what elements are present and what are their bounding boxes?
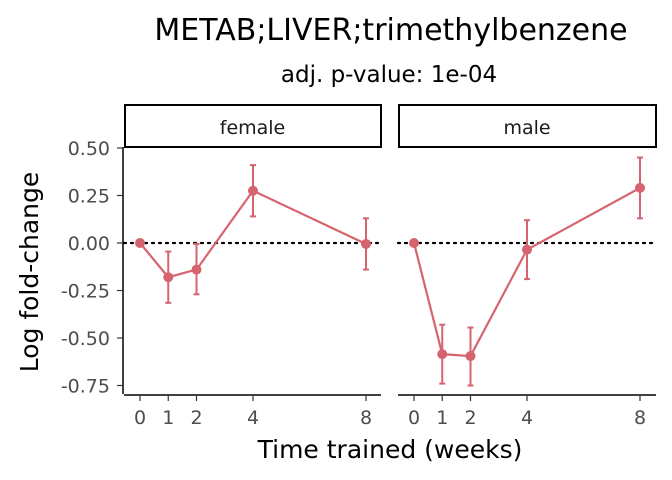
y-axis-title: Log fold-change bbox=[15, 172, 44, 373]
y-tick-label: 0.25 bbox=[68, 186, 110, 208]
y-tick-label: -0.50 bbox=[61, 328, 110, 350]
chart-title: METAB;LIVER;trimethylbenzene bbox=[154, 13, 627, 48]
data-point bbox=[248, 185, 258, 196]
data-point bbox=[135, 238, 145, 248]
x-tick-label: 2 bbox=[190, 407, 202, 429]
y-tick-label: -0.25 bbox=[61, 281, 110, 303]
data-point bbox=[409, 238, 419, 248]
x-axis-title: Time trained (weeks) bbox=[257, 435, 523, 464]
data-point bbox=[465, 351, 476, 362]
x-tick-label: 1 bbox=[162, 407, 174, 429]
data-point bbox=[191, 264, 202, 275]
x-tick-label: 8 bbox=[634, 407, 646, 429]
x-tick-label: 4 bbox=[247, 407, 259, 429]
data-point bbox=[163, 272, 174, 283]
y-tick-label: 0.00 bbox=[68, 233, 110, 255]
panel-strip bbox=[398, 104, 657, 148]
data-point bbox=[522, 244, 532, 255]
x-tick-label: 0 bbox=[408, 407, 420, 429]
panel-strip-label: female bbox=[220, 117, 286, 139]
x-tick-label: 2 bbox=[464, 407, 476, 429]
x-tick-label: 0 bbox=[134, 407, 146, 429]
x-tick-label: 8 bbox=[360, 407, 372, 429]
y-tick-label: 0.50 bbox=[68, 138, 110, 160]
panel-strip bbox=[124, 104, 382, 148]
y-tick-label: -0.75 bbox=[61, 376, 110, 398]
chart-subtitle: adj. p-value: 1e-04 bbox=[281, 62, 497, 88]
panel-strip-label: male bbox=[503, 117, 550, 139]
x-tick-label: 1 bbox=[436, 407, 448, 429]
data-point bbox=[437, 349, 448, 360]
x-tick-label: 4 bbox=[521, 407, 533, 429]
data-point bbox=[361, 238, 371, 249]
data-point bbox=[635, 182, 645, 193]
